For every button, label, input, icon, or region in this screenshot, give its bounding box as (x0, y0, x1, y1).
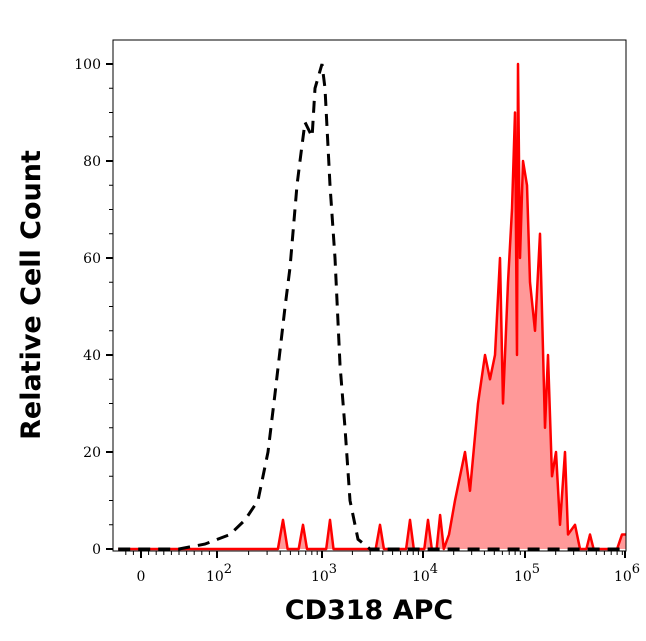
series-layer (118, 62, 626, 551)
y-tick-label: 100 (74, 57, 101, 73)
x-tick-label: 102 (206, 562, 232, 585)
series-0-line (118, 63, 626, 551)
x-tick-label: 106 (614, 562, 640, 585)
x-axis-label: CD318 APC (285, 595, 454, 626)
y-axis-label: Relative Cell Count (16, 150, 47, 440)
x-tick-label: 104 (412, 562, 438, 585)
series-1-fill (118, 64, 626, 549)
x-tick-label: 103 (311, 562, 337, 585)
y-tick-label: 60 (83, 251, 101, 267)
y-tick-label: 80 (83, 154, 101, 170)
y-tick-label: 20 (83, 445, 101, 461)
y-tick-label: 40 (83, 348, 101, 364)
plot-frame (112, 39, 627, 552)
series-1-line (118, 62, 626, 551)
x-tick-label: 0 (137, 569, 146, 585)
x-tick-label: 105 (514, 562, 540, 585)
y-tick-label: 0 (92, 542, 101, 558)
axes-layer: 0 20 40 60 80 100 0 102 103 104 105 106 (74, 57, 640, 585)
